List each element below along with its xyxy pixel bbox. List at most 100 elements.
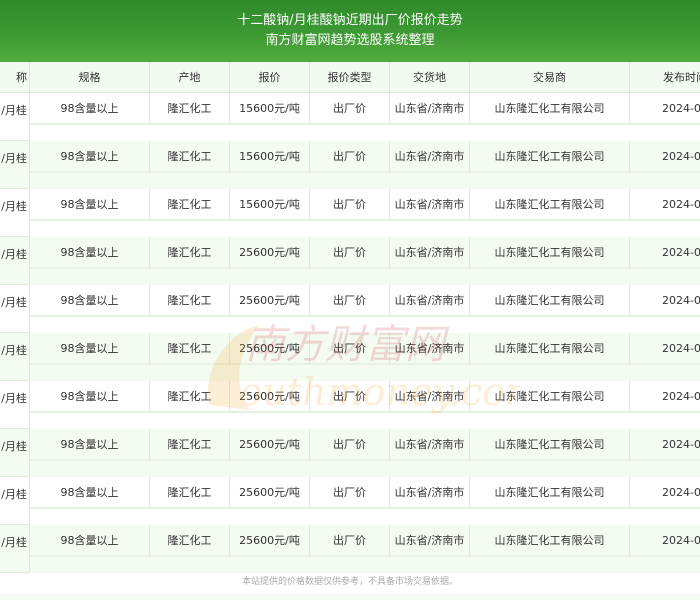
cell-trader: 山东隆汇化工有限公司 (470, 477, 630, 509)
cell-origin: 隆汇化工 (150, 381, 230, 413)
cell-trader: 山东隆汇化工有限公司 (470, 189, 630, 221)
footer-bar (0, 594, 700, 600)
product-name-cell: /月桂 (0, 93, 30, 141)
column-header-trader: 交易商 (470, 62, 630, 93)
cell-price: 15600元/吨 (230, 141, 310, 173)
row-spacer (30, 221, 700, 237)
cell-delivery: 山东省/济南市 (390, 237, 470, 269)
cell-price: 25600元/吨 (230, 285, 310, 317)
table-row: /月桂 98含量以上 隆汇化工 25600元/吨 出厂价 山东省/济南市 山东隆汇化工有限公… (0, 429, 700, 477)
row-spacer (30, 461, 700, 477)
cell-type: 出厂价 (310, 477, 390, 509)
column-header-spec: 规格 (30, 62, 150, 93)
cell-date: 2024-01 (662, 294, 700, 307)
row-spacer (30, 365, 700, 381)
cell-origin: 隆汇化工 (150, 477, 230, 509)
product-name: /月桂 (1, 536, 27, 549)
disclaimer: 本站提供的价格数据仅供参考，不具备市场交易依据。 (241, 577, 458, 587)
page-banner: 十二酸钠/月桂酸钠近期出厂价报价走势 南方财富网趋势选股系统整理 (0, 0, 700, 62)
cell-spec: 98含量以上 (30, 333, 150, 365)
cell-trader: 山东隆汇化工有限公司 (470, 333, 630, 365)
product-name-cell: /月桂 (0, 237, 30, 285)
row-spacer (30, 125, 700, 141)
cell-date: 2024-01 (662, 342, 700, 355)
cell-origin: 隆汇化工 (150, 237, 230, 269)
page-title: 十二酸钠/月桂酸钠近期出厂价报价走势 (237, 13, 463, 28)
row-spacer (30, 269, 700, 285)
cell-spec: 98含量以上 (30, 381, 150, 413)
row-spacer (30, 509, 700, 525)
cell-origin: 隆汇化工 (150, 189, 230, 221)
cell-delivery: 山东省/济南市 (390, 381, 470, 413)
cell-spec: 98含量以上 (30, 285, 150, 317)
column-header-name: 称 (0, 62, 30, 93)
product-name: /月桂 (1, 488, 27, 501)
cell-date: 2024-01 (662, 534, 700, 547)
row-data (30, 141, 700, 173)
row-spacer (30, 317, 700, 333)
cell-spec: 98含量以上 (30, 429, 150, 461)
cell-trader: 山东隆汇化工有限公司 (470, 285, 630, 317)
row-data (30, 477, 700, 509)
column-header-price: 报价 (230, 62, 310, 93)
cell-date: 2024-02 (662, 150, 700, 163)
cell-type: 出厂价 (310, 429, 390, 461)
table-header-row: 称 规格 产地 报价 报价类型 交货地 交易商 发布时间 (0, 62, 700, 93)
table-row: /月桂 98含量以上 隆汇化工 25600元/吨 出厂价 山东省/济南市 山东隆汇化工有限公… (0, 381, 700, 429)
page-subtitle: 南方财富网趋势选股系统整理 (265, 33, 435, 48)
cell-date: 2024-01 (662, 246, 700, 259)
cell-type: 出厂价 (310, 93, 390, 125)
cell-price: 25600元/吨 (230, 237, 310, 269)
row-data (30, 93, 700, 125)
cell-date: 2024-02 (662, 198, 700, 211)
cell-origin: 隆汇化工 (150, 429, 230, 461)
cell-type: 出厂价 (310, 285, 390, 317)
product-name-cell: /月桂 (0, 525, 30, 573)
column-header-delivery: 交货地 (390, 62, 470, 93)
product-name-cell: /月桂 (0, 381, 30, 429)
cell-trader: 山东隆汇化工有限公司 (470, 141, 630, 173)
cell-delivery: 山东省/济南市 (390, 285, 470, 317)
cell-spec: 98含量以上 (30, 189, 150, 221)
product-name-cell: /月桂 (0, 189, 30, 237)
row-data (30, 525, 700, 557)
row-data (30, 429, 700, 461)
product-name: /月桂 (1, 392, 27, 405)
product-name: /月桂 (1, 152, 27, 165)
product-name: /月桂 (1, 296, 27, 309)
column-header-date: 发布时间 (663, 71, 700, 84)
cell-trader: 山东隆汇化工有限公司 (470, 381, 630, 413)
product-name: /月桂 (1, 248, 27, 261)
cell-trader: 山东隆汇化工有限公司 (470, 93, 630, 125)
cell-trader: 山东隆汇化工有限公司 (470, 525, 630, 557)
row-spacer (30, 557, 700, 573)
row-data (30, 237, 700, 269)
product-name-cell: /月桂 (0, 285, 30, 333)
cell-date: 2024-03 (662, 102, 700, 115)
table-row: /月桂 98含量以上 隆汇化工 25600元/吨 出厂价 山东省/济南市 山东隆汇化工有限公… (0, 237, 700, 285)
product-name: /月桂 (1, 200, 27, 213)
product-name-cell: /月桂 (0, 333, 30, 381)
cell-delivery: 山东省/济南市 (390, 525, 470, 557)
cell-type: 出厂价 (310, 381, 390, 413)
cell-delivery: 山东省/济南市 (390, 189, 470, 221)
row-data (30, 285, 700, 317)
table-row: /月桂 98含量以上 隆汇化工 25600元/吨 出厂价 山东省/济南市 山东隆汇化工有限公… (0, 525, 700, 573)
cell-delivery: 山东省/济南市 (390, 141, 470, 173)
cell-spec: 98含量以上 (30, 141, 150, 173)
table-row: /月桂 98含量以上 隆汇化工 15600元/吨 出厂价 山东省/济南市 山东隆汇化工有限公… (0, 189, 700, 237)
cell-type: 出厂价 (310, 333, 390, 365)
cell-spec: 98含量以上 (30, 237, 150, 269)
cell-origin: 隆汇化工 (150, 525, 230, 557)
product-name: /月桂 (1, 440, 27, 453)
cell-price: 25600元/吨 (230, 525, 310, 557)
product-name-cell: /月桂 (0, 477, 30, 525)
product-name: /月桂 (1, 344, 27, 357)
row-spacer (30, 173, 700, 189)
row-data (30, 333, 700, 365)
cell-delivery: 山东省/济南市 (390, 429, 470, 461)
cell-origin: 隆汇化工 (150, 285, 230, 317)
column-header-origin: 产地 (150, 62, 230, 93)
product-name: /月桂 (1, 104, 27, 117)
cell-type: 出厂价 (310, 525, 390, 557)
